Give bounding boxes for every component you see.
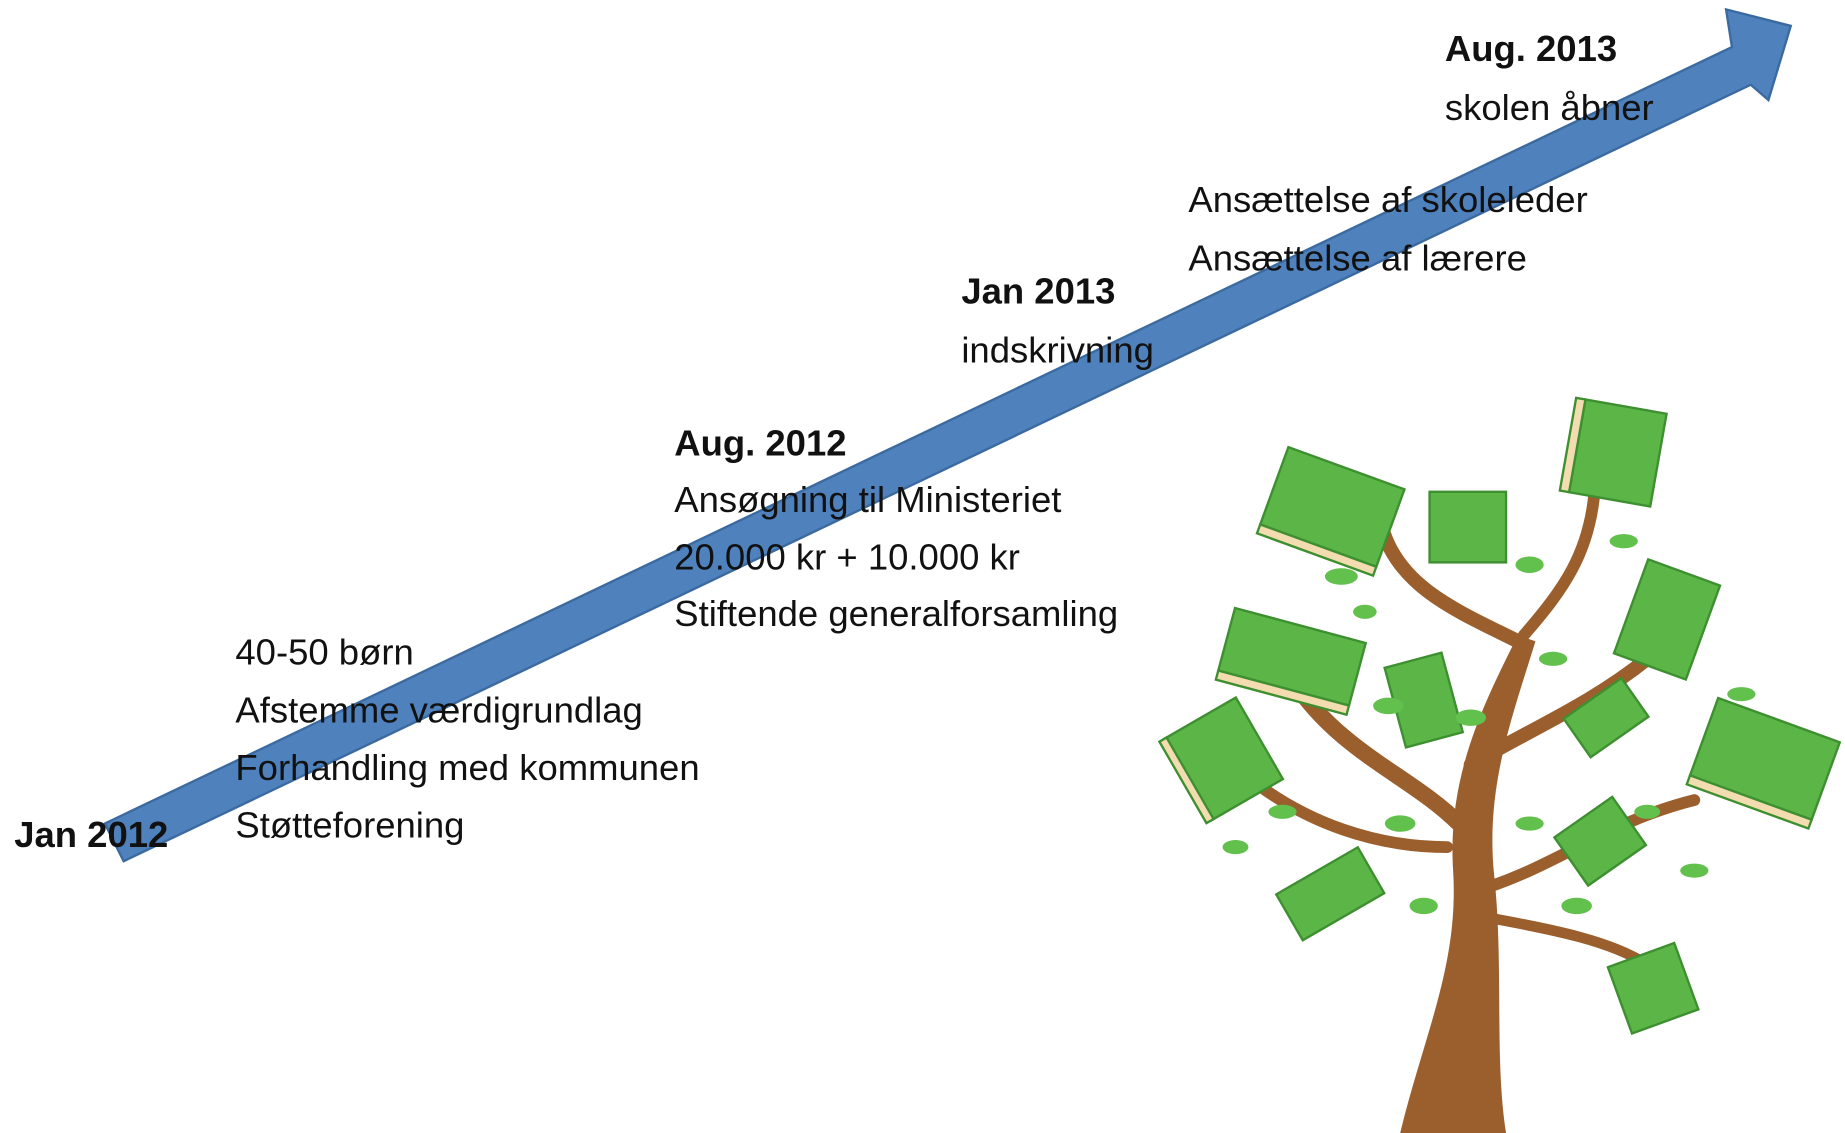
page: {"milestones": [ {"date": "Jan 2012", "i… [0,0,1845,1133]
milestone-date: Jan 2012 [14,814,168,855]
milestone-item: 40-50 børn [235,632,413,673]
milestone-item: Ansøgning til Ministeriet [674,479,1061,520]
milestone-item: Forhandling med kommunen [235,747,699,788]
milestone-item: Støtteforening [235,805,464,846]
milestone-item: Afstemme værdigrundlag [235,689,642,730]
timeline: Jan 2012 40-50 børn Afstemme værdigrundl… [0,0,1845,1133]
milestone-item: Ansættelse af skoleleder [1188,179,1587,220]
milestone-item: skolen åbner [1445,87,1654,128]
milestone-item: Ansættelse af lærere [1188,238,1527,279]
tree-illustration [1159,398,1839,1133]
milestone-date: Aug. 2012 [674,422,846,463]
milestone-item: Stiftende generalforsamling [674,593,1118,634]
milestone-item: 20.000 kr + 10.000 kr [674,536,1020,577]
milestone-date: Aug. 2013 [1445,28,1617,69]
milestone-date: Jan 2013 [961,271,1115,312]
milestone-item: indskrivning [961,329,1154,370]
